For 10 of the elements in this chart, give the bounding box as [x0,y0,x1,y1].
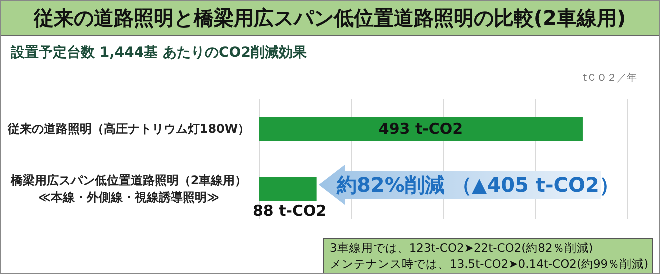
y-tick-label: 従来の道路照明（高圧ナトリウム灯180W） [6,122,250,136]
data-label: 88 t-CO2 [253,202,327,220]
text: メンテナンス時では、13.5t-CO2➤0.14t-CO2(約99％削減) [330,256,649,272]
annotation: 約82%削減 （▲405 t-CO2） [337,172,620,199]
chart-title: 従来の道路照明と橋梁用広スパン低位置道路照明の比較(2車線用) [1,1,659,36]
data-label: 493 t-CO2 [378,120,464,138]
chart-subtitle: 設置予定台数 1,444基 あたりのCO2削減効果 [11,44,307,62]
y-tick-label: 橋梁用広スパン低位置道路照明（2車線用） ≪本線・外側線・視線誘導照明≫ [10,174,248,204]
text: 3車線用では、123t-CO2➤22t-CO2(約82％削減) [330,240,594,256]
x-axis-title: tＣＯ２／年 [583,72,637,85]
